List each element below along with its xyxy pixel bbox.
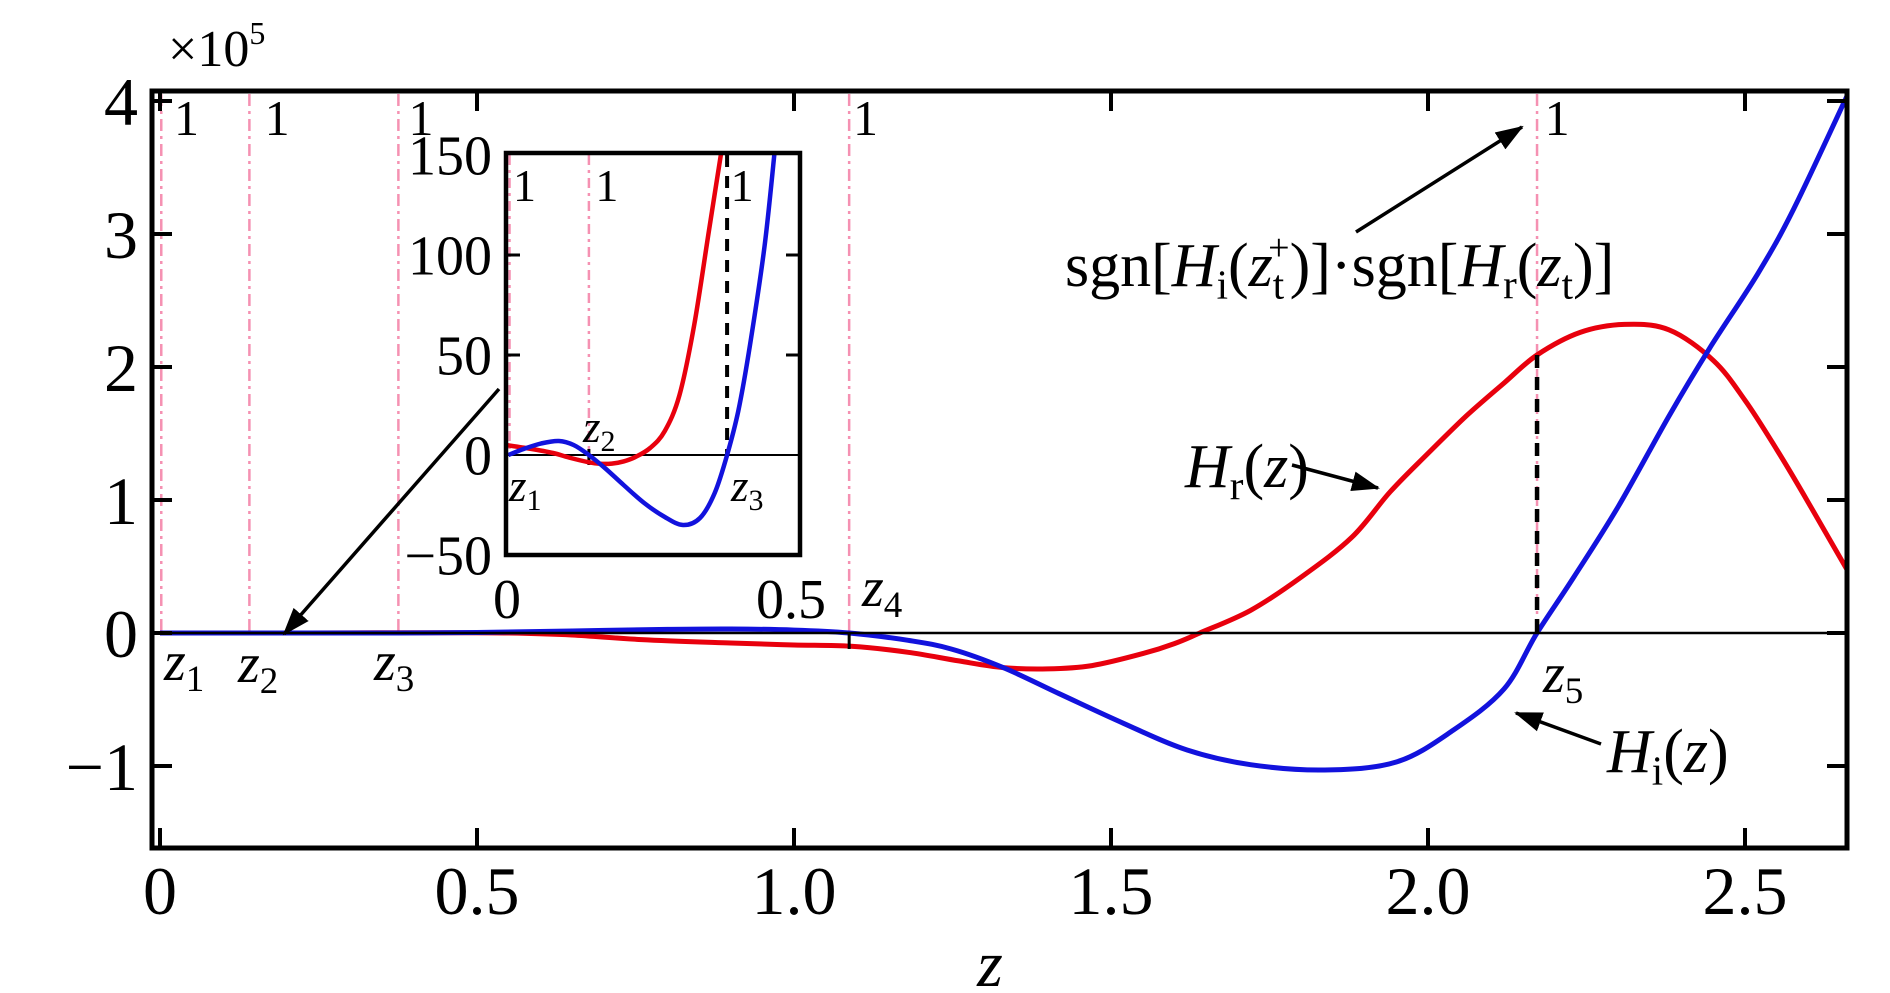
inset-ytick-label: 150 bbox=[408, 126, 492, 188]
main-ytick-label: 1 bbox=[104, 463, 138, 539]
main-ytick-label: −1 bbox=[66, 729, 138, 805]
inset-sign-label-2: 1 bbox=[595, 160, 618, 211]
inset-ytick-label: −50 bbox=[404, 526, 492, 588]
sign-label-main-4: 1 bbox=[853, 90, 878, 146]
x-axis-label: z bbox=[976, 928, 1003, 993]
root-label-z1: z1 bbox=[163, 631, 204, 700]
root-label-z5: z5 bbox=[1542, 643, 1583, 712]
main-xtick-label: 1.0 bbox=[752, 853, 837, 929]
sgn-product-annotation: sgn[Hi(zt+)]·sgn[Hr(zt)] bbox=[1065, 227, 1614, 307]
inset-curve-h-i bbox=[508, 155, 777, 528]
inset-ytick-label: 0 bbox=[464, 426, 492, 488]
root-label-z4: z4 bbox=[861, 557, 902, 626]
inset-curve-h-r bbox=[508, 155, 724, 467]
h-r-label-arrow bbox=[1291, 463, 1380, 491]
sgn-annotation-arrow bbox=[1355, 125, 1524, 234]
main-xtick-label: 2.5 bbox=[1703, 853, 1788, 929]
inset-curves-group bbox=[508, 155, 777, 528]
root-label-z3: z3 bbox=[373, 631, 414, 700]
sign-label-main-3: 1 bbox=[409, 90, 434, 146]
main-axes-box bbox=[149, 88, 1850, 851]
main-ytick-label: 3 bbox=[104, 197, 138, 273]
inset-root-label-z2: z2 bbox=[582, 402, 616, 458]
inset-root-label-z1: z1 bbox=[508, 461, 542, 517]
y-axis-offset-label: ×105 bbox=[168, 15, 265, 78]
main-xtick-label: 2.0 bbox=[1386, 853, 1471, 929]
sign-label-main-2: 1 bbox=[265, 90, 290, 146]
h-i-label-arrow bbox=[1514, 711, 1602, 746]
inset-pointer-arrow bbox=[282, 387, 501, 636]
sign-label-main-5: 1 bbox=[1545, 90, 1570, 146]
main-dashed-marker-group bbox=[847, 355, 1540, 649]
inset-background bbox=[502, 149, 804, 559]
main-ytick-label: 2 bbox=[104, 330, 138, 406]
main-ytick-label: 0 bbox=[104, 596, 138, 672]
main-ytick-label: 4 bbox=[104, 64, 138, 140]
main-xtick-label: 0 bbox=[143, 853, 177, 929]
inset-sign-label-3: 1 bbox=[731, 160, 754, 211]
h-r-curve-label: Hr(z) bbox=[1184, 433, 1309, 508]
inset-ytick-label: 100 bbox=[408, 226, 492, 288]
inset-root-label-z3: z3 bbox=[730, 461, 764, 517]
annotations-group: sgn[Hi(zt+)]·sgn[Hr(zt)] Hr(z) Hi(z) bbox=[282, 125, 1729, 793]
inset-sign-label-1: 1 bbox=[513, 160, 536, 211]
h-i-curve-label: Hi(z) bbox=[1606, 718, 1729, 793]
main-axes-group bbox=[149, 88, 1850, 851]
inset-ytick-label: 50 bbox=[436, 326, 492, 388]
inset-axes-box bbox=[503, 150, 803, 558]
root-label-z2: z2 bbox=[237, 633, 278, 702]
main-xtick-label: 0.5 bbox=[435, 853, 520, 929]
inset-xtick-label: 0.5 bbox=[756, 569, 826, 631]
sign-label-main-1: 1 bbox=[174, 90, 199, 146]
inset-xtick-label: 0 bbox=[493, 569, 521, 631]
main-xtick-label: 1.5 bbox=[1069, 853, 1154, 929]
